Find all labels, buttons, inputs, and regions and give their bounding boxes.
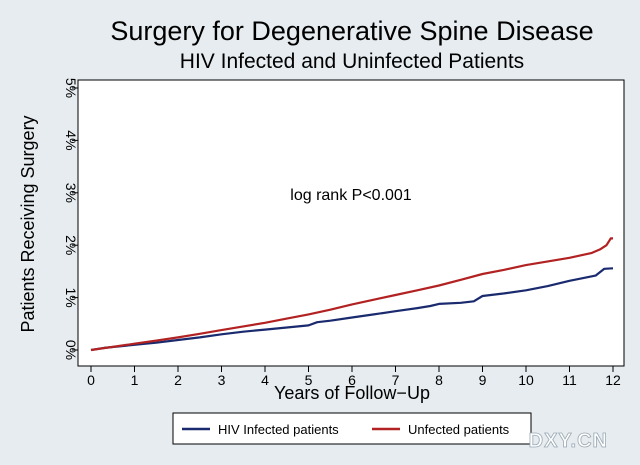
x-tick-label: 3 xyxy=(218,372,226,388)
legend-label: HIV Infected patients xyxy=(218,422,339,437)
x-tick-label: 6 xyxy=(348,372,356,388)
chart-title: Surgery for Degenerative Spine Disease xyxy=(110,16,593,46)
x-tick-label: 0 xyxy=(87,372,95,388)
x-tick-label: 12 xyxy=(605,372,621,388)
x-tick-label: 11 xyxy=(562,372,577,388)
y-tick-label: 5% xyxy=(63,78,79,98)
series-lines xyxy=(90,237,614,352)
y-tick-label: 2% xyxy=(63,235,79,255)
watermark-text: DXY.CN xyxy=(529,430,608,452)
x-tick-label: 7 xyxy=(392,372,400,388)
x-axis: 0 1 2 3 4 5 6 7 8 9 10 11 12 xyxy=(87,366,621,388)
chart-subtitle: HIV Infected and Uninfected Patients xyxy=(180,50,524,73)
x-tick-label: 5 xyxy=(305,372,313,388)
x-tick-label: 2 xyxy=(174,372,182,388)
y-axis-title: Patients Receiving Surgery xyxy=(18,115,38,332)
legend: HIV Infected patients Unfected patients xyxy=(172,412,532,445)
x-tick-label: 4 xyxy=(261,372,269,388)
logrank-annotation: log rank P<0.001 xyxy=(290,187,412,204)
plot-area xyxy=(77,79,625,367)
y-tick-label: 0% xyxy=(63,340,79,360)
x-tick-label: 8 xyxy=(435,372,443,388)
y-axis: 0% 1% 2% 3% 4% 5% xyxy=(63,78,79,360)
x-axis-title: Years of Follow−Up xyxy=(274,383,430,403)
y-tick-label: 4% xyxy=(63,130,79,150)
x-tick-label: 9 xyxy=(479,372,487,388)
y-tick-label: 3% xyxy=(63,183,79,203)
x-tick-label: 1 xyxy=(131,372,139,388)
series-line-hiv-infected xyxy=(90,267,614,352)
legend-label: Unfected patients xyxy=(408,422,510,437)
x-tick-label: 10 xyxy=(518,372,534,388)
legend-box xyxy=(172,412,532,445)
series-line-uninfected xyxy=(90,237,613,352)
y-tick-label: 1% xyxy=(63,287,79,307)
